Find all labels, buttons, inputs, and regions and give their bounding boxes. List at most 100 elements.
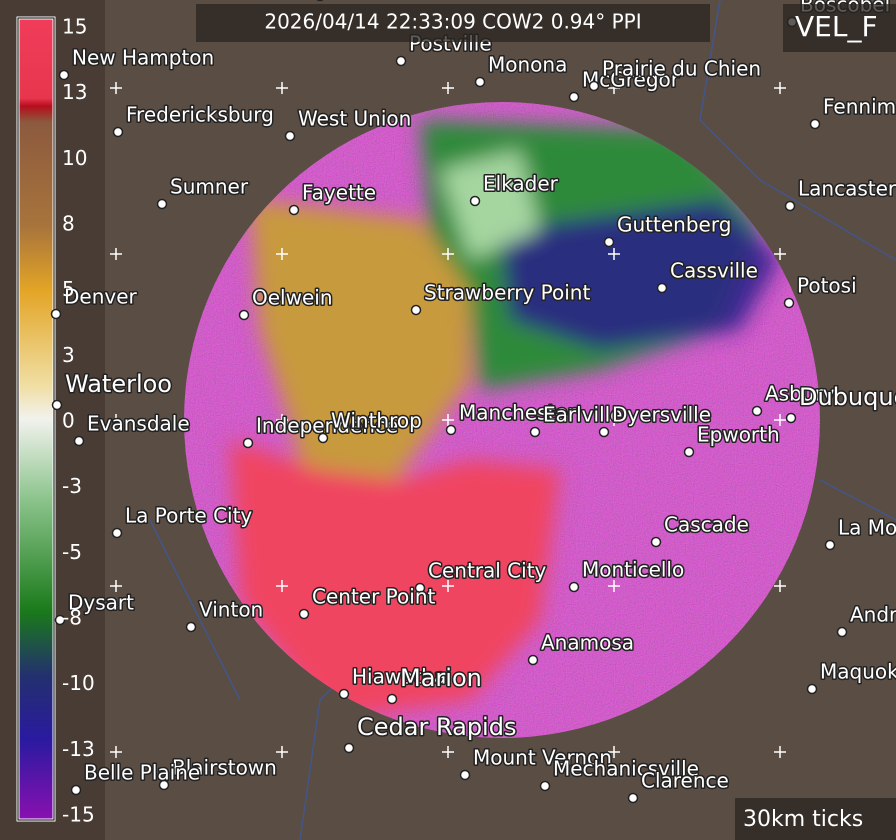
city-label: West Union [298, 107, 411, 131]
city-label: Dyersville [612, 403, 711, 427]
grid-plus [442, 580, 454, 592]
colorbar-tick-label: 8 [62, 212, 75, 236]
city-label: Elkader [483, 172, 559, 196]
city-label: Maquoketa [820, 660, 896, 684]
city-dot [298, 608, 310, 620]
city-dot [414, 582, 426, 594]
colorbar-tick-label: -5 [62, 540, 82, 564]
city-label: Guttenberg [617, 213, 731, 237]
city-label: Potosi [797, 274, 857, 298]
city-label: Manchester [459, 401, 577, 425]
city-label: Belle Plaine [84, 761, 200, 785]
grid-plus [110, 746, 122, 758]
city-dot [785, 412, 797, 424]
grid-plus [110, 248, 122, 260]
city-dot [343, 742, 355, 754]
city-dot [317, 432, 329, 444]
city-dot [112, 126, 124, 138]
colorbar-tick-label: -15 [62, 803, 95, 827]
colorbar-ticks: 15 13 10 8 5 3 0 -3 -5 -8 -10 -13 -15 [62, 15, 95, 827]
colorbar-tick-label: -3 [62, 474, 82, 498]
basemap [149, 0, 896, 840]
city-dot [627, 792, 639, 804]
city-dot [598, 426, 610, 438]
city-dot [527, 654, 539, 666]
city-label: Evansdale [87, 412, 190, 436]
city-dot [242, 437, 254, 449]
city-dot [73, 435, 85, 447]
city-dot [156, 198, 168, 210]
city-dot [529, 426, 541, 438]
grid-plus [774, 414, 786, 426]
city-label: Mount Vernon [473, 746, 612, 770]
grid-plus [276, 414, 288, 426]
city-dot [338, 688, 350, 700]
grid-plus [110, 580, 122, 592]
city-label: Denver [64, 285, 138, 309]
city-dot [650, 536, 662, 548]
scale-bg [735, 798, 896, 840]
city-label: Marion [400, 664, 482, 692]
colorbar-tick-label: 10 [62, 146, 87, 170]
city-dot [158, 779, 170, 791]
colorbar [16, 16, 56, 822]
city-label: Cascade [664, 513, 749, 537]
city-label: Dubuque [799, 383, 896, 411]
city-label: Blairstown [172, 756, 277, 780]
city-dot [809, 118, 821, 130]
grid-plus [110, 414, 122, 426]
city-dot [806, 683, 818, 695]
city-label: Earlville [543, 403, 622, 427]
grid-plus [608, 82, 620, 94]
city-dot [288, 204, 300, 216]
grid-plus [774, 248, 786, 260]
city-dot [783, 297, 795, 309]
radar-sweep [184, 102, 820, 738]
grid-plus [442, 248, 454, 260]
city-label: Hiawatha [352, 665, 446, 689]
title-bg [196, 4, 710, 42]
grid-plus [774, 746, 786, 758]
scale-note: 30km ticks [743, 807, 863, 832]
colorbar-tick-label: 3 [62, 343, 75, 367]
city-dot [238, 309, 250, 321]
city-dot [58, 69, 70, 81]
city-dot [474, 76, 486, 88]
city-label: Fennimore [823, 95, 896, 119]
grid-plus [442, 82, 454, 94]
grid-plus [442, 414, 454, 426]
city-dot [284, 130, 296, 142]
city-label: La Motte [838, 516, 896, 540]
grid-plus [608, 414, 620, 426]
city-dot [824, 539, 836, 551]
city-label: Mechanicsville [553, 757, 699, 781]
city-dot [784, 200, 796, 212]
city-label: Monona [488, 53, 567, 77]
city-label: Fayette [302, 181, 376, 205]
city-label: Waterloo [65, 370, 172, 398]
colorbar-tick-label: -13 [62, 737, 95, 761]
city-dot [603, 236, 615, 248]
city-dot [70, 784, 82, 796]
grid-plus [276, 580, 288, 592]
city-label: Clarence [641, 769, 729, 793]
city-dot [469, 195, 481, 207]
grid-plus [276, 248, 288, 260]
city-label: New Hampton [72, 46, 214, 70]
grid-plus [608, 580, 620, 592]
colorbar-tick-label: -10 [62, 671, 95, 695]
city-label: Vinton [199, 598, 263, 622]
city-dot [656, 282, 668, 294]
city-label: Strawberry Point [424, 281, 590, 305]
city-dot [445, 424, 457, 436]
city-label: Independence [256, 414, 398, 438]
grid-plus [110, 82, 122, 94]
city-label: Dysart [68, 591, 134, 615]
colorbar-tick-label: 13 [62, 80, 87, 104]
product: VEL_F [795, 10, 878, 43]
city-dot [588, 80, 600, 92]
colorbar-tick-label: 0 [62, 409, 75, 433]
city-label: Winthrop [331, 409, 422, 433]
city-dot [459, 769, 471, 781]
